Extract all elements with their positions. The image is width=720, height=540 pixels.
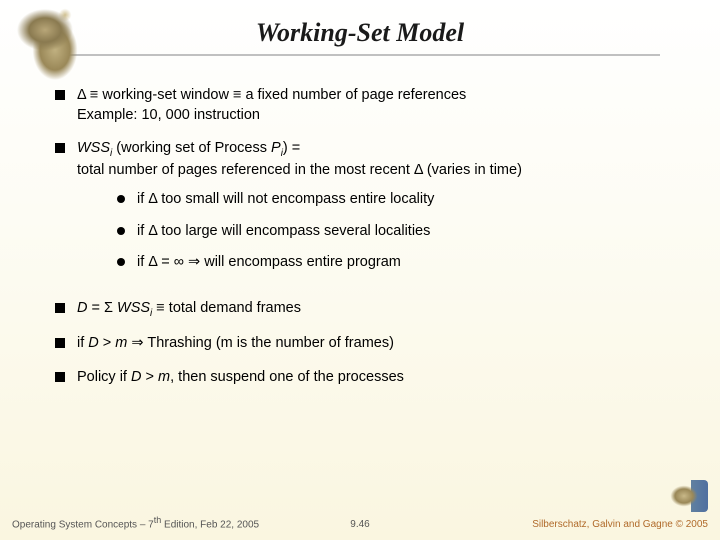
bullet-2: WSSi (working set of Process Pi) = total… bbox=[55, 139, 665, 285]
sub-bullet-3-text: if Δ = ∞ ⇒ will encompass entire program bbox=[137, 253, 665, 273]
bullet-1-line1: Δ ≡ working-set window ≡ a fixed number … bbox=[77, 87, 466, 103]
bullet-2-end: ) = bbox=[283, 140, 300, 156]
bullet-3-text: D = Σ WSSi ≡ total demand frames bbox=[77, 299, 665, 320]
square-bullet-icon bbox=[55, 372, 65, 382]
bullet-1-text: Δ ≡ working-set window ≡ a fixed number … bbox=[77, 86, 665, 125]
wss-label: WSS bbox=[77, 140, 110, 156]
square-bullet-icon bbox=[55, 338, 65, 348]
m-var: m bbox=[158, 369, 170, 385]
b3-eq: = Σ bbox=[87, 300, 117, 316]
square-bullet-icon bbox=[55, 90, 65, 100]
footer-dinosaur-image bbox=[666, 480, 708, 512]
footer-copyright: Silberschatz, Galvin and Gagne © 2005 bbox=[370, 519, 708, 530]
bullet-4: if D > m ⇒ Thrashing (m is the number of… bbox=[55, 334, 665, 354]
bullet-5: Policy if D > m, then suspend one of the… bbox=[55, 368, 665, 388]
bullet-1: Δ ≡ working-set window ≡ a fixed number … bbox=[55, 86, 665, 125]
b5-gt: > bbox=[141, 369, 158, 385]
d-var: D bbox=[77, 300, 87, 316]
bullet-3: D = Σ WSSi ≡ total demand frames bbox=[55, 299, 665, 320]
slide-content: Δ ≡ working-set window ≡ a fixed number … bbox=[0, 86, 720, 387]
footer-left-pre: Operating System Concepts – 7 bbox=[12, 519, 154, 530]
disc-bullet-icon bbox=[117, 258, 125, 266]
bullet-2-mid: (working set of Process bbox=[112, 140, 271, 156]
sub-bullet-1: if Δ too small will not encompass entire… bbox=[117, 190, 665, 210]
sub-bullet-3: if Δ = ∞ ⇒ will encompass entire program bbox=[117, 253, 665, 273]
bullet-2-text: WSSi (working set of Process Pi) = total… bbox=[77, 139, 665, 285]
b3-end: ≡ total demand frames bbox=[152, 300, 301, 316]
corner-dinosaur-image bbox=[0, 0, 90, 80]
disc-bullet-icon bbox=[117, 227, 125, 235]
bullet-1-line2: Example: 10, 000 instruction bbox=[77, 107, 260, 123]
b5-end: , then suspend one of the processes bbox=[170, 369, 404, 385]
square-bullet-icon bbox=[55, 143, 65, 153]
slide-title: Working-Set Model bbox=[0, 0, 720, 54]
b5-pre: Policy if bbox=[77, 369, 131, 385]
sub-bullet-1-text: if Δ too small will not encompass entire… bbox=[137, 190, 665, 210]
disc-bullet-icon bbox=[117, 195, 125, 203]
d-var: D bbox=[88, 335, 98, 351]
footer-left: Operating System Concepts – 7th Edition,… bbox=[12, 515, 350, 530]
title-underline bbox=[60, 54, 660, 56]
footer-page-number: 9.46 bbox=[350, 519, 369, 530]
b4-if: if bbox=[77, 335, 88, 351]
slide-footer: Operating System Concepts – 7th Edition,… bbox=[0, 515, 720, 530]
m-var: m bbox=[115, 335, 127, 351]
b4-gt: > bbox=[99, 335, 116, 351]
b4-end: ⇒ Thrashing (m is the number of frames) bbox=[127, 335, 394, 351]
sub-bullet-list: if Δ too small will not encompass entire… bbox=[77, 190, 665, 273]
bullet-5-text: Policy if D > m, then suspend one of the… bbox=[77, 368, 665, 388]
footer-left-post: Edition, Feb 22, 2005 bbox=[161, 519, 259, 530]
p-label: P bbox=[271, 140, 281, 156]
wss-var: WSS bbox=[117, 300, 150, 316]
bullet-4-text: if D > m ⇒ Thrashing (m is the number of… bbox=[77, 334, 665, 354]
d-var: D bbox=[131, 369, 141, 385]
bullet-2-line2: total number of pages referenced in the … bbox=[77, 162, 522, 178]
sub-bullet-2-text: if Δ too large will encompass several lo… bbox=[137, 222, 665, 242]
sub-bullet-2: if Δ too large will encompass several lo… bbox=[117, 222, 665, 242]
square-bullet-icon bbox=[55, 303, 65, 313]
